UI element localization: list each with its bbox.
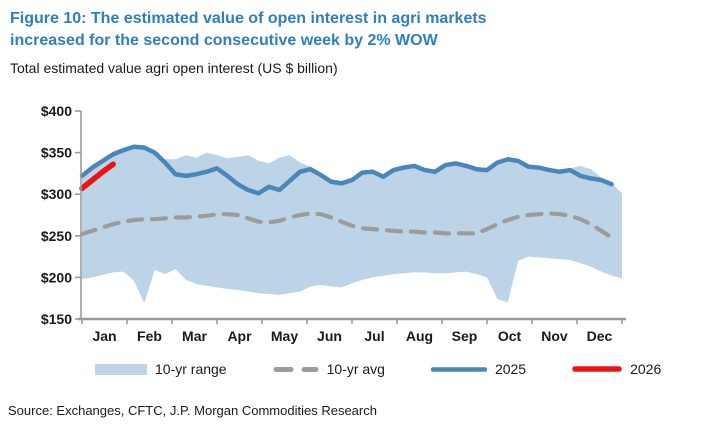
legend-line-2025-icon (430, 366, 487, 372)
y-tick-label: $200 (41, 269, 72, 285)
month-label: Dec (587, 328, 613, 344)
month-label: Nov (541, 328, 568, 344)
avg-line (79, 211, 614, 240)
y-tick-label: $250 (41, 228, 72, 244)
legend-item-2025: 2025 (430, 361, 527, 377)
legend-dash-icon (273, 366, 319, 372)
chart-area: $400 $350 $300 $250 $200 $150 Jan Feb Mar Apr May J… (0, 90, 703, 352)
legend-line-2026-icon (572, 366, 622, 372)
y-tick-label: $400 (41, 103, 72, 119)
legend: 10-yr range 10-yr avg 2025 2026 (95, 361, 661, 377)
month-label: Jul (364, 328, 384, 344)
figure-title: Figure 10: The estimated value of open i… (10, 8, 630, 52)
month-label: Oct (498, 328, 522, 344)
month-label: Jun (317, 328, 342, 344)
month-label: Feb (137, 328, 162, 344)
figure-title-line-1: Figure 10: The estimated value of open i… (10, 10, 487, 27)
series-2025-line (79, 144, 614, 196)
legend-label-10yr-range: 10-yr range (155, 361, 227, 377)
legend-label-2026: 2026 (630, 361, 662, 377)
figure-title-line-2: increased for the second consecutive wee… (10, 32, 438, 49)
month-label: May (271, 328, 298, 344)
month-label: Jan (92, 328, 116, 344)
y-tick-label: $350 (41, 145, 72, 161)
legend-item-10yr-avg: 10-yr avg (273, 361, 385, 377)
chart-svg: $400 $350 $300 $250 $200 $150 Jan Feb Mar Apr May J… (41, 103, 626, 344)
legend-item-10yr-range: 10-yr range (95, 361, 227, 377)
legend-label-10yr-avg: 10-yr avg (326, 361, 385, 377)
month-label: Mar (182, 328, 207, 344)
source-note: Source: Exchanges, CFTC, J.P. Morgan Com… (8, 403, 377, 418)
chart-subtitle: Total estimated value agri open interest… (10, 60, 338, 76)
month-label: Sep (452, 328, 478, 344)
series-2026-line (79, 161, 116, 192)
legend-label-2025: 2025 (494, 361, 527, 377)
legend-swatch-10yr-range (95, 363, 147, 375)
legend-item-2026: 2026 (572, 361, 661, 377)
month-label: Aug (406, 328, 433, 344)
y-tick-label: $150 (41, 311, 72, 327)
month-label: Apr (227, 328, 252, 344)
y-tick-label: $300 (41, 186, 72, 202)
